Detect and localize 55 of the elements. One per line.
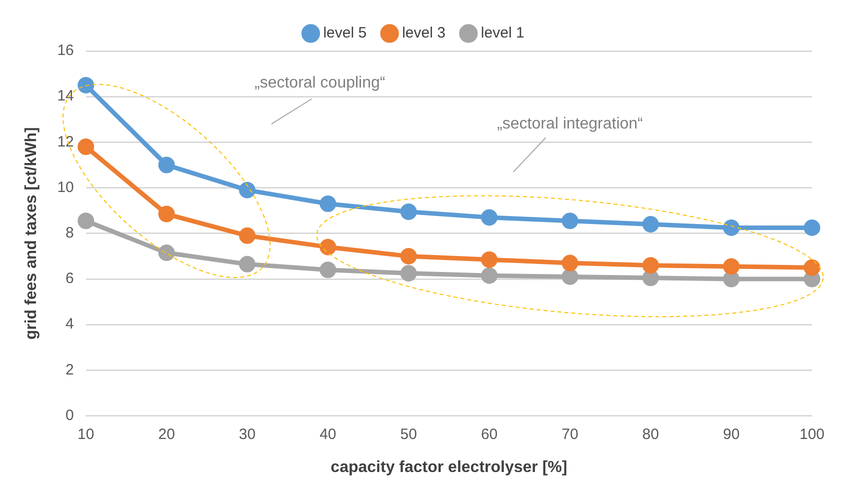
point xyxy=(723,270,740,288)
y-tick-label: 12 xyxy=(57,133,74,150)
y-tick-label: 2 xyxy=(66,361,74,378)
point xyxy=(723,219,740,236)
x-axis-title: capacity factor electrolyser [%] xyxy=(330,458,568,476)
point xyxy=(804,219,820,236)
x-tick-label: 60 xyxy=(480,426,498,443)
x-tick-label: 90 xyxy=(722,426,740,443)
point xyxy=(723,258,740,275)
legend-label: level 3 xyxy=(402,24,446,42)
point xyxy=(320,262,336,278)
point xyxy=(400,265,417,282)
annotation: „sectoral integration“ xyxy=(497,115,643,132)
x-tick-label: 100 xyxy=(799,426,825,443)
point xyxy=(238,227,256,244)
point xyxy=(562,268,578,285)
x-tick-label: 20 xyxy=(158,426,175,443)
point xyxy=(481,209,498,226)
legend-label: level 5 xyxy=(323,24,367,42)
point xyxy=(481,251,498,268)
point xyxy=(642,257,659,274)
x-tick-label: 10 xyxy=(78,426,94,443)
point xyxy=(562,254,578,272)
point xyxy=(78,212,94,230)
point xyxy=(158,244,175,262)
point xyxy=(320,196,336,212)
annotation: „sectoral coupling“ xyxy=(254,74,386,92)
point xyxy=(481,267,498,284)
y-tick-label: 10 xyxy=(57,178,74,196)
point xyxy=(400,203,417,220)
y-tick-label: 14 xyxy=(57,88,74,105)
point xyxy=(400,248,417,264)
point xyxy=(642,216,659,233)
y-tick-label: 8 xyxy=(66,224,74,242)
point xyxy=(320,238,336,256)
y-tick-label: 0 xyxy=(66,406,74,424)
point xyxy=(78,76,94,94)
y-tick-label: 4 xyxy=(66,316,74,333)
point xyxy=(158,206,175,222)
x-tick-label: 80 xyxy=(642,426,659,443)
point xyxy=(642,270,659,286)
y-tick-label: 6 xyxy=(66,270,74,288)
x-tick-label: 50 xyxy=(400,426,417,443)
point xyxy=(158,156,175,174)
x-tick-label: 70 xyxy=(562,426,578,443)
x-tick-label: 40 xyxy=(320,426,336,443)
legend-label: level 1 xyxy=(480,24,524,42)
y-tick-label: 16 xyxy=(57,42,74,60)
point xyxy=(804,259,820,276)
point xyxy=(238,256,256,272)
point xyxy=(78,138,94,156)
y-axis-title: grid fees and taxes [ct/kWh] xyxy=(23,127,40,340)
x-tick-label: 30 xyxy=(238,426,256,443)
point xyxy=(238,182,256,198)
point xyxy=(562,212,578,230)
